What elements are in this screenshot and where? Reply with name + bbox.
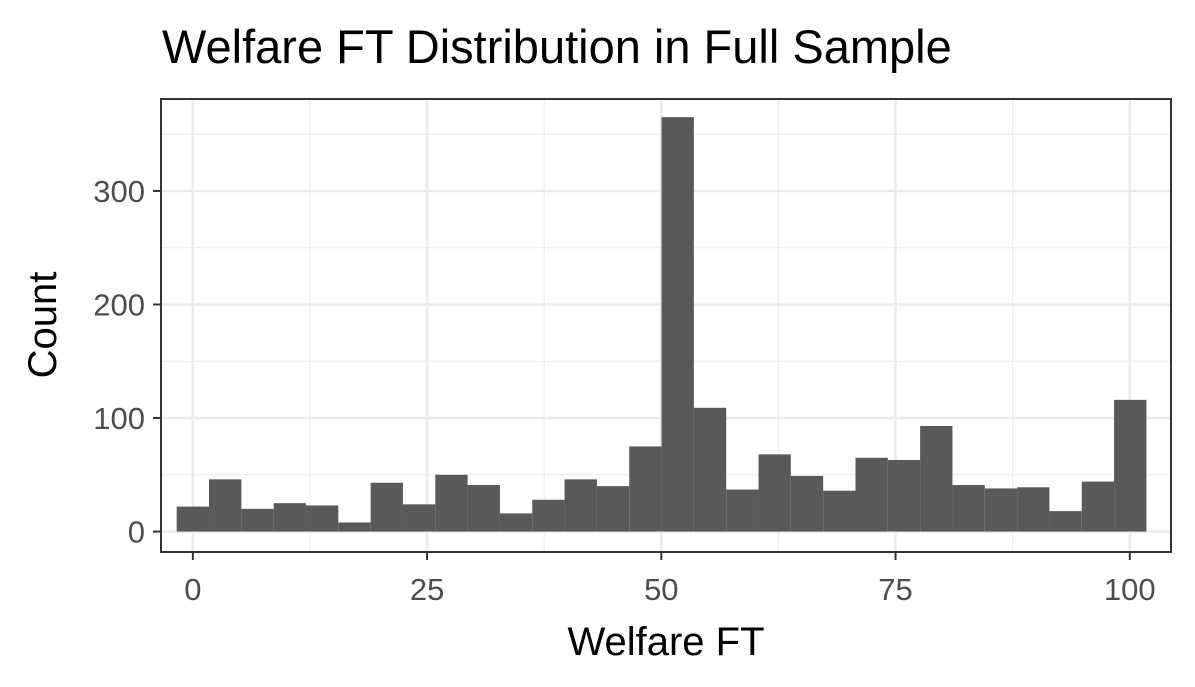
x-tick-label: 0 [184, 572, 201, 607]
histogram-bar [823, 490, 856, 532]
y-axis-title: Count [21, 272, 65, 379]
histogram-bar [402, 504, 436, 532]
y-tick-label: 200 [93, 287, 145, 322]
histogram-bar [1081, 481, 1115, 532]
histogram-bar [305, 505, 339, 532]
histogram-bar [370, 482, 403, 532]
histogram-bar [984, 488, 1018, 532]
histogram-bar [596, 486, 630, 532]
histogram-bar [661, 117, 694, 532]
histogram-bar [920, 425, 953, 532]
histogram-bar [758, 454, 791, 532]
histogram-bars [176, 117, 1147, 532]
histogram-bar [273, 503, 306, 532]
panel-border [160, 98, 1172, 553]
histogram-bar [855, 457, 888, 532]
histogram-bar [1114, 399, 1147, 532]
y-axis-ticks: 0 100 200 300 [93, 174, 161, 550]
histogram-bar [1049, 511, 1082, 532]
x-axis-ticks: 0 25 50 75 100 [184, 552, 1156, 607]
y-tick-label: 0 [128, 515, 145, 550]
x-axis-title: Welfare FT [567, 620, 764, 664]
histogram-bar [241, 508, 274, 532]
histogram-bar [209, 479, 242, 532]
histogram-bar [693, 407, 727, 532]
x-tick-label: 25 [410, 572, 444, 607]
histogram-bar [726, 489, 759, 532]
histogram-bar [564, 479, 597, 532]
histogram-bar [338, 522, 371, 532]
histogram-bar [499, 513, 533, 532]
x-tick-label: 50 [644, 572, 678, 607]
histogram-bar [1017, 487, 1050, 532]
histogram-bar [887, 460, 921, 532]
x-tick-label: 75 [878, 572, 912, 607]
histogram-bar [629, 446, 662, 532]
y-tick-label: 100 [93, 401, 145, 436]
x-tick-label: 100 [1104, 572, 1156, 607]
histogram-bar [467, 485, 500, 532]
histogram-bar [532, 499, 565, 532]
chart-title: Welfare FT Distribution in Full Sample [162, 20, 952, 73]
histogram-bar [790, 475, 824, 532]
y-tick-label: 300 [93, 174, 145, 209]
histogram-bar [952, 485, 985, 532]
histogram-bar [435, 474, 468, 532]
histogram-bar [176, 506, 210, 532]
